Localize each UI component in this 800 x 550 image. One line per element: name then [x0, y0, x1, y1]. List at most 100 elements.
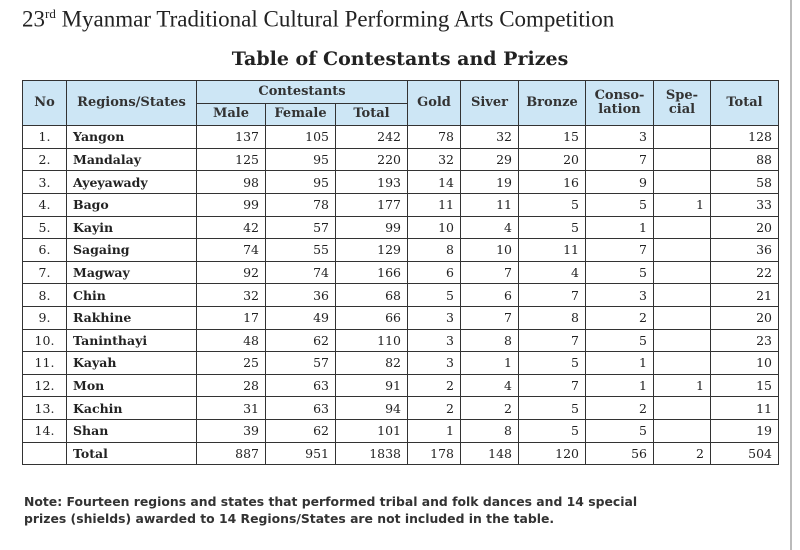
- cell-prize-total: 88: [710, 147, 779, 172]
- cell-female: 74: [265, 260, 336, 285]
- cell-gold: 3: [407, 328, 461, 353]
- cell-male: 137: [196, 125, 266, 149]
- footnote-line1: Note: Fourteen regions and states that p…: [24, 494, 638, 509]
- cell-total: 91: [335, 373, 408, 398]
- cell-total: 1838: [335, 441, 408, 466]
- cell-female: 95: [265, 147, 336, 172]
- cell-special: [653, 260, 711, 285]
- cell-consolation: 56: [585, 441, 654, 466]
- cell-special: [653, 305, 711, 330]
- cell-gold: 178: [407, 441, 461, 466]
- cell-bronze: 5: [518, 351, 586, 375]
- header-silver: Siver: [460, 79, 519, 127]
- cell-female: 63: [265, 373, 336, 398]
- footnote-line2: prizes (shields) awarded to 14 Regions/S…: [24, 511, 555, 526]
- title-text: Myanmar Traditional Cultural Performing …: [55, 6, 615, 32]
- cell-silver: 10: [460, 238, 519, 262]
- cell-consolation: 5: [585, 192, 654, 217]
- cell-bronze: 8: [518, 305, 586, 330]
- cell-prize-total: 22: [710, 260, 779, 285]
- cell-gold: 8: [407, 238, 461, 262]
- cell-male: 39: [196, 418, 266, 443]
- cell-female: 49: [265, 305, 336, 330]
- cell-silver: 8: [460, 418, 519, 443]
- cell-silver: 7: [460, 260, 519, 285]
- cell-gold: 32: [407, 147, 461, 172]
- cell-region: Sagaing: [66, 238, 197, 262]
- table-row: 1. Yangon 137 105 242 78 32 15 3 128: [22, 125, 779, 149]
- cell-bronze: 120: [518, 441, 586, 466]
- cell-no: 14.: [22, 418, 67, 443]
- cell-total: 193: [335, 170, 408, 194]
- cell-total: 242: [335, 125, 408, 149]
- table-row: 7. Magway 92 74 166 6 7 4 5 22: [22, 260, 779, 285]
- cell-female: 55: [265, 238, 336, 262]
- cell-region: Kayah: [66, 351, 197, 375]
- cell-total: 66: [335, 305, 408, 330]
- cell-no: [22, 441, 67, 466]
- cell-silver: 7: [460, 305, 519, 330]
- header-gold: Gold: [407, 79, 461, 127]
- cell-special: [653, 328, 711, 353]
- header-special-line2: cial: [668, 102, 696, 118]
- cell-consolation: 9: [585, 170, 654, 194]
- cell-bronze: 5: [518, 215, 586, 240]
- cell-region: Bago: [66, 192, 197, 217]
- cell-region: Kayin: [66, 215, 197, 240]
- cell-female: 62: [265, 418, 336, 443]
- cell-gold: 2: [407, 396, 461, 420]
- cell-prize-total: 21: [710, 283, 779, 307]
- cell-total: 177: [335, 192, 408, 217]
- cell-consolation: 1: [585, 351, 654, 375]
- footnote: Note: Fourteen regions and states that p…: [24, 493, 637, 527]
- cell-gold: 10: [407, 215, 461, 240]
- cell-male: 125: [196, 147, 266, 172]
- cell-prize-total: 19: [710, 418, 779, 443]
- cell-gold: 11: [407, 192, 461, 217]
- cell-gold: 5: [407, 283, 461, 307]
- contestants-prizes-table: No Regions/States Contestants Gold Siver…: [22, 79, 779, 466]
- cell-prize-total: 20: [710, 215, 779, 240]
- cell-region: Chin: [66, 283, 197, 307]
- cell-female: 105: [265, 125, 336, 149]
- cell-silver: 4: [460, 215, 519, 240]
- cell-male: 92: [196, 260, 266, 285]
- header-consolation-line1: Conso-: [594, 88, 645, 104]
- header-region: Regions/States: [66, 79, 197, 127]
- cell-female: 78: [265, 192, 336, 217]
- cell-female: 57: [265, 215, 336, 240]
- table-row: 2. Mandalay 125 95 220 32 29 20 7 88: [22, 147, 779, 172]
- cell-bronze: 15: [518, 125, 586, 149]
- cell-female: 63: [265, 396, 336, 420]
- cell-region: Yangon: [66, 125, 197, 149]
- cell-consolation: 5: [585, 260, 654, 285]
- cell-total: 94: [335, 396, 408, 420]
- header-male: Male: [196, 102, 266, 127]
- cell-bronze: 7: [518, 373, 586, 398]
- cell-total: 220: [335, 147, 408, 172]
- cell-consolation: 2: [585, 305, 654, 330]
- cell-gold: 14: [407, 170, 461, 194]
- cell-prize-total: 11: [710, 396, 779, 420]
- cell-prize-total: 15: [710, 373, 779, 398]
- cell-male: 17: [196, 305, 266, 330]
- cell-no: 12.: [22, 373, 67, 398]
- header-consolation-line2: lation: [598, 102, 641, 118]
- cell-silver: 148: [460, 441, 519, 466]
- cell-no: 6.: [22, 238, 67, 262]
- title-ordinal: rd: [45, 6, 56, 21]
- cell-female: 951: [265, 441, 336, 466]
- cell-no: 11.: [22, 351, 67, 375]
- cell-silver: 29: [460, 147, 519, 172]
- cell-consolation: 1: [585, 373, 654, 398]
- table-row: 8. Chin 32 36 68 5 6 7 3 21: [22, 283, 779, 307]
- cell-bronze: 5: [518, 192, 586, 217]
- cell-female: 57: [265, 351, 336, 375]
- cell-consolation: 1: [585, 215, 654, 240]
- cell-bronze: 7: [518, 283, 586, 307]
- cell-bronze: 20: [518, 147, 586, 172]
- cell-gold: 1: [407, 418, 461, 443]
- cell-region: Ayeyawady: [66, 170, 197, 194]
- cell-bronze: 16: [518, 170, 586, 194]
- cell-consolation: 5: [585, 418, 654, 443]
